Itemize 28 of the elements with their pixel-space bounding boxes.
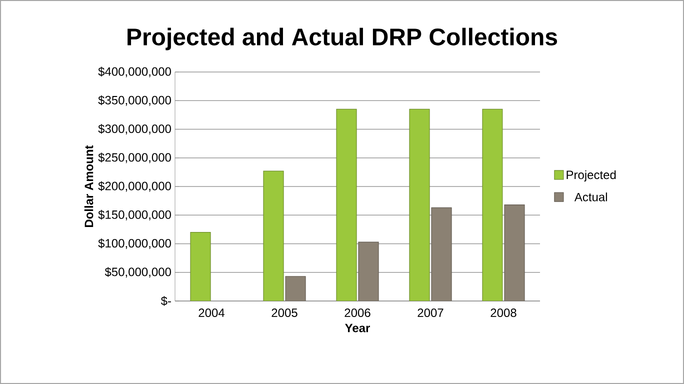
y-tick-label: $250,000,000 <box>98 152 171 164</box>
bar <box>336 108 357 301</box>
bar <box>482 108 503 301</box>
bar <box>409 108 430 301</box>
y-tick-label: $50,000,000 <box>104 267 171 278</box>
x-tick-label: 2007 <box>418 308 444 318</box>
x-tick-label: 2006 <box>344 308 370 318</box>
bar <box>285 276 306 301</box>
x-axis-title: Year <box>345 324 370 332</box>
x-tick-label: 2008 <box>490 308 516 318</box>
bar <box>263 170 284 301</box>
bar <box>358 242 379 301</box>
x-tick-label: 2004 <box>198 308 224 318</box>
y-tick-label: $400,000,000 <box>98 66 171 78</box>
x-tick-label: 2005 <box>272 308 298 318</box>
y-tick-label: $300,000,000 <box>98 124 171 134</box>
y-tick-label: $150,000,000 <box>98 210 171 220</box>
bar <box>431 207 452 301</box>
y-tick-label: $100,000,000 <box>98 238 171 249</box>
legend-label: Projected <box>566 170 616 182</box>
bar <box>190 232 211 301</box>
chart-title: Projected and Actual DRP Collections <box>128 28 558 50</box>
bar <box>504 204 525 301</box>
y-tick-label: $350,000,000 <box>98 95 171 106</box>
y-tick-label: $200,000,000 <box>98 181 171 192</box>
y-axis-title: Dollar Amount <box>84 145 94 228</box>
legend-label: Actual <box>574 192 607 202</box>
y-tick-label: $- <box>160 296 171 306</box>
